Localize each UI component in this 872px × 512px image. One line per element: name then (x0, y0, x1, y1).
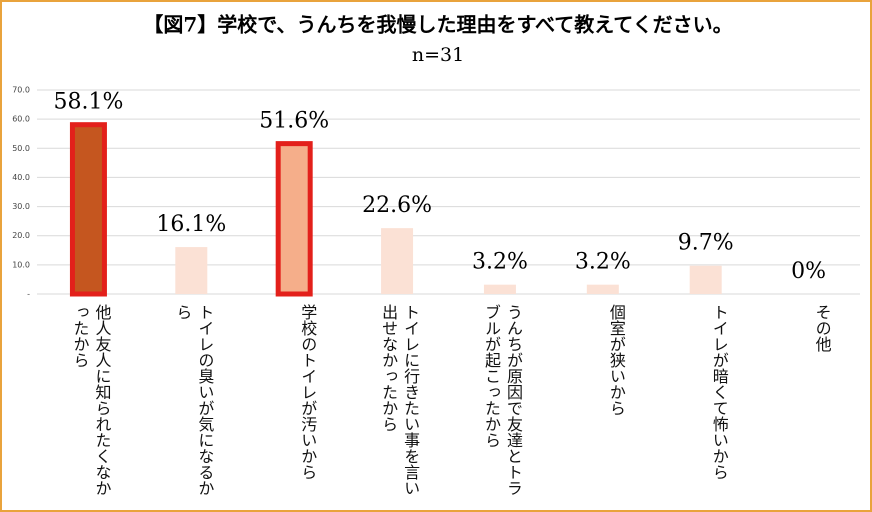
bar (381, 228, 414, 294)
value-label: 51.6% (259, 109, 329, 134)
bar (483, 284, 516, 294)
value-label: 3.2% (575, 250, 631, 275)
y-tick-label: 10.0 (12, 260, 30, 269)
bar (275, 141, 313, 297)
chart-subtitle: n=31 (412, 44, 464, 66)
y-tick-label: 60.0 (12, 115, 30, 124)
y-tick-label: - (27, 290, 30, 299)
y-tick-label: 70.0 (12, 86, 30, 95)
bar (689, 265, 722, 294)
value-label: 58.1% (53, 90, 123, 115)
bar (69, 122, 107, 297)
x-tick-label: トイレが暗くて怖いから (709, 304, 729, 480)
x-tick-label: トイレに行きたい事を言い出せなかったから (379, 304, 421, 496)
value-label: 0% (791, 259, 826, 284)
x-tick-label: 他人友人に知られたくなかったから (70, 304, 112, 496)
y-tick-label: 20.0 (12, 231, 30, 240)
y-tick-label: 30.0 (12, 202, 30, 211)
x-tick-label: 個室が狭いから (606, 304, 626, 416)
value-label: 16.1% (156, 212, 226, 237)
chart-title: 【図7】学校で、うんちを我慢した理由をすべて教えてください。 (143, 13, 732, 37)
bar (175, 247, 208, 294)
x-tick-label: その他 (812, 304, 832, 352)
value-label: 3.2% (472, 250, 528, 275)
x-tick-label: トイレの臭いが気になるから (173, 304, 215, 496)
value-label: 22.6% (362, 193, 432, 218)
y-tick-label: 40.0 (12, 173, 30, 182)
x-tick-label: うんちが原因で友達とトラブルが起こったから (481, 304, 523, 496)
y-tick-label: 50.0 (12, 144, 30, 153)
x-tick-label: 学校のトイレが汚いから (298, 304, 318, 480)
bar (586, 284, 619, 294)
value-label: 9.7% (678, 231, 734, 256)
